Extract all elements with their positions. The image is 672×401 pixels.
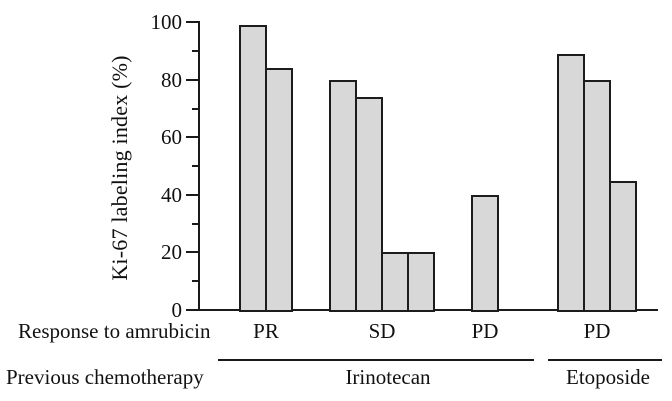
response-label: PR bbox=[253, 319, 279, 343]
y-minor-tick bbox=[192, 280, 200, 282]
response-label: PD bbox=[583, 319, 611, 343]
y-major-tick bbox=[186, 21, 200, 23]
bar bbox=[329, 80, 357, 312]
bar bbox=[407, 252, 435, 312]
bar bbox=[239, 25, 267, 312]
y-minor-tick bbox=[192, 165, 200, 167]
y-tick-label: 20 bbox=[161, 240, 182, 264]
bar bbox=[557, 54, 585, 312]
response-row-label: Response to amrubicin bbox=[18, 319, 211, 343]
bar bbox=[471, 195, 499, 312]
y-tick-label: 40 bbox=[161, 183, 182, 207]
chemo-bracket bbox=[218, 359, 534, 361]
y-major-tick bbox=[186, 251, 200, 253]
bar bbox=[355, 97, 383, 312]
response-label: SD bbox=[368, 319, 396, 343]
y-tick-label: 60 bbox=[161, 125, 182, 149]
y-axis-title: Ki-67 labeling index (%) bbox=[107, 55, 132, 281]
y-minor-tick bbox=[192, 50, 200, 52]
y-major-tick bbox=[186, 309, 200, 311]
bar bbox=[609, 181, 637, 312]
y-tick-label: 80 bbox=[161, 68, 182, 92]
chemo-bracket bbox=[548, 359, 662, 361]
bar bbox=[583, 80, 611, 312]
y-minor-tick bbox=[192, 223, 200, 225]
chemotherapy-row-label: Previous chemotherapy bbox=[6, 365, 204, 389]
y-major-tick bbox=[186, 136, 200, 138]
bar bbox=[381, 252, 409, 312]
bar bbox=[265, 68, 293, 312]
chemo-label: Etoposide bbox=[566, 365, 650, 389]
chemo-label: Irinotecan bbox=[345, 365, 431, 389]
y-major-tick bbox=[186, 194, 200, 196]
y-tick-label: 100 bbox=[150, 10, 183, 34]
response-label: PD bbox=[471, 319, 499, 343]
y-tick-label: 0 bbox=[171, 298, 183, 322]
y-major-tick bbox=[186, 79, 200, 81]
y-minor-tick bbox=[192, 108, 200, 110]
